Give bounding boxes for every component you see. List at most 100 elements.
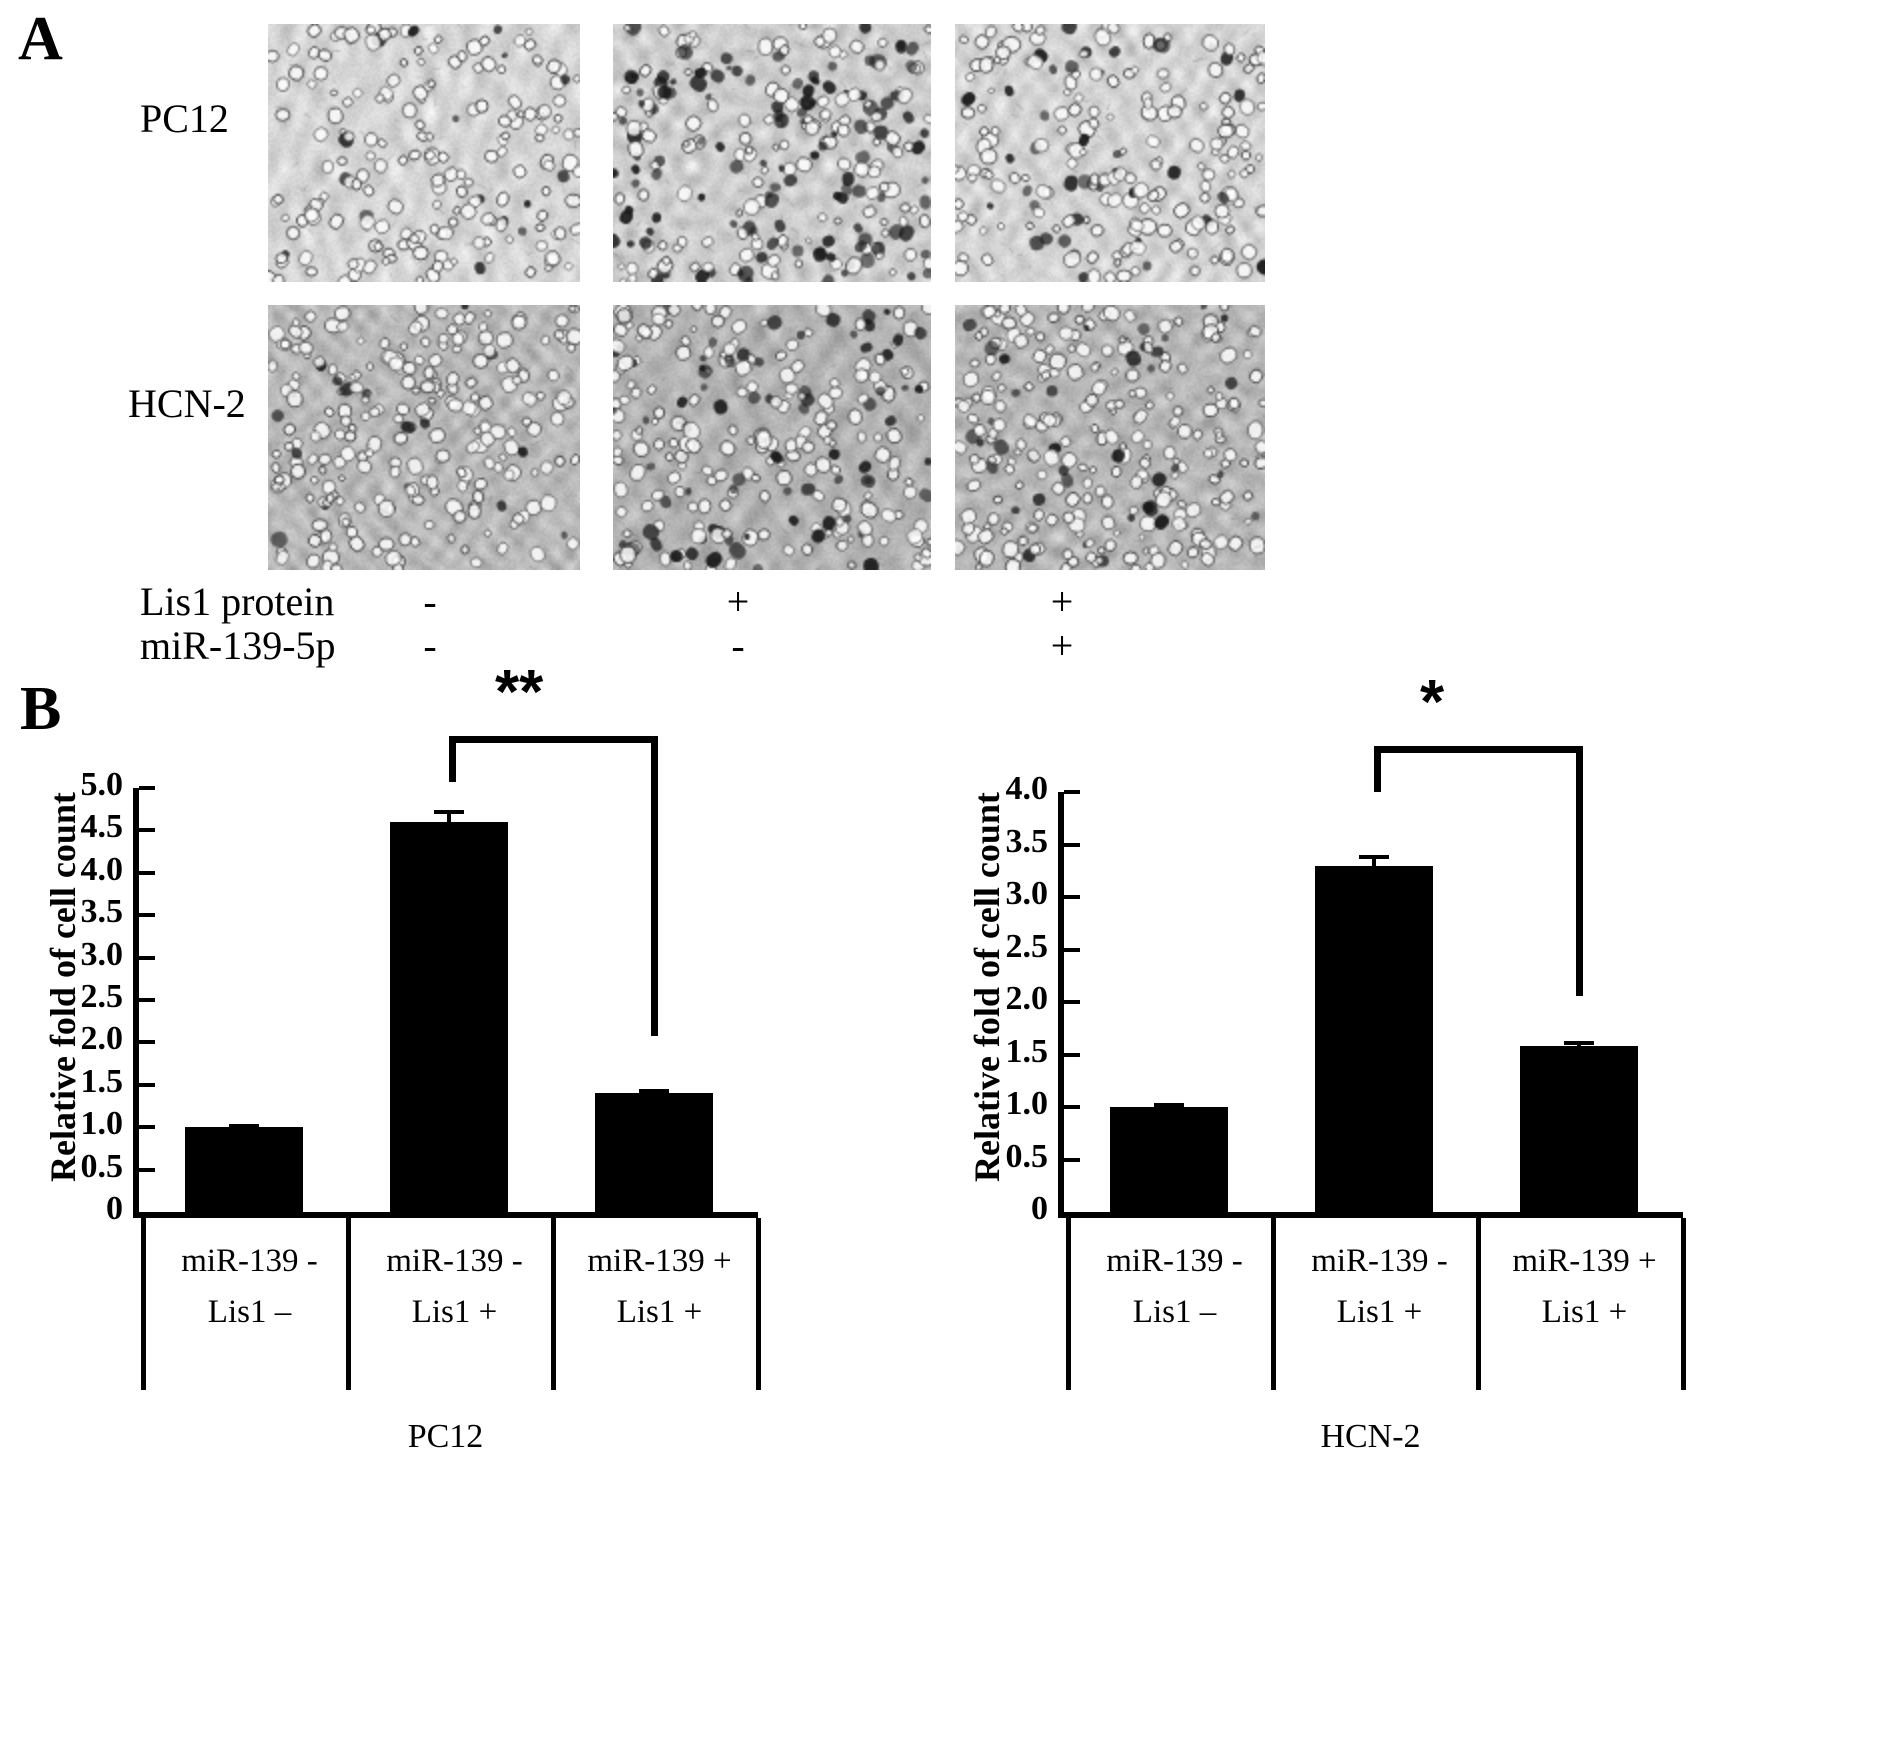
error-cap-2 [1563,1040,1594,1045]
significance-bracket-right [650,736,658,1036]
x-divider-1 [1271,1218,1276,1390]
x-category-1-line-1: Lis1 + [411,1294,498,1331]
y-tick [139,998,155,1002]
x-category-1-line-1: Lis1 + [1336,1294,1423,1331]
y-tick-label: 1.0 [80,1105,124,1143]
y-tick-label: 4.0 [80,850,124,888]
significance-bracket-left [1373,746,1381,792]
x-divider-end [756,1218,761,1390]
micrograph-hcn2-col1 [268,305,580,570]
error-bar-1 [446,810,451,822]
x-category-2-line-1: Lis1 + [1541,1294,1628,1331]
significance-bracket-top [448,736,658,743]
condition-mir139-col1: - [423,623,437,668]
x-category-1: miR-139 - Lis1 + [352,1236,557,1338]
y-tick-label: 2.0 [80,1020,124,1058]
panel-a: A PC12 HCN-2 Lis1 protein - + + miR-139-… [0,0,1890,680]
bar-0 [1109,1107,1228,1212]
y-tick-label: 4.0 [1005,770,1049,807]
bar-1 [1314,865,1433,1212]
x-divider-2 [1476,1218,1481,1390]
x-category-0-line-0: miR-139 - [1106,1243,1243,1279]
x-divider-2 [551,1218,556,1390]
x-axis-caption: HCN-2 [1320,1418,1421,1455]
condition-mir139-col2: - [731,623,745,668]
x-category-2: miR-139 + Lis1 + [557,1236,762,1338]
y-tick [1064,1000,1080,1004]
y-tick-label: 3.0 [80,935,124,973]
significance-bracket-left [448,736,456,782]
x-category-1-line-0: miR-139 - [386,1243,523,1279]
y-tick [139,828,155,833]
micrograph-pc12-col1 [268,24,580,282]
y-tick-label: 2.5 [80,978,124,1015]
y-tick [139,1040,155,1045]
bar-2 [1519,1046,1638,1212]
y-tick [1064,1105,1080,1109]
condition-mir139-col3: + [1050,623,1074,668]
x-axis-caption: PC12 [407,1418,484,1455]
bar-2 [594,1093,713,1212]
y-tick-label: 4.5 [80,808,124,846]
x-category-2-line-1: Lis1 + [616,1294,703,1331]
condition-lis1-col2: + [726,579,750,624]
x-axis-line [1058,1212,1683,1218]
y-tick [139,955,155,960]
condition-label-mir139: miR-139-5p [140,623,336,668]
micrograph-pc12-col2 [613,24,931,282]
y-tick [139,1125,155,1130]
panel-a-letter: A [18,5,63,73]
error-cap-2 [638,1089,669,1094]
y-tick [1064,1157,1080,1162]
x-category-0: miR-139 - Lis1 – [147,1236,352,1338]
x-category-1: miR-139 - Lis1 + [1277,1236,1482,1338]
significance-label: ** [495,658,544,727]
error-cap-0 [228,1123,259,1128]
condition-lis1-col1: - [423,579,437,624]
condition-label-lis1-protein: Lis1 protein [140,579,335,624]
chart-hcn2: Relative fold of cell count 0 0.5 1.0 1.5 2.0… [880,672,1890,1739]
error-bar-1 [1371,855,1376,866]
condition-lis1-col3: + [1050,579,1074,624]
y-tick [1064,947,1080,952]
y-tick-label: 0 [106,1190,123,1227]
y-tick [1064,1052,1080,1057]
y-tick-label: 3.5 [1005,822,1049,860]
x-category-0-line-1: Lis1 – [1132,1294,1217,1331]
x-category-1-line-0: miR-139 - [1311,1243,1448,1279]
micrograph-pc12-col3 [955,24,1265,282]
y-tick-label: 3.0 [1005,875,1049,912]
x-category-2: miR-139 + Lis1 + [1482,1236,1687,1338]
x-divider-0 [141,1218,146,1390]
x-divider-0 [1066,1218,1071,1390]
y-tick-label: 1.0 [1005,1085,1049,1122]
y-tick [139,913,155,918]
x-axis-line [133,1212,758,1218]
y-tick [139,870,155,875]
y-axis-line [133,788,139,1218]
error-cap-0 [1153,1102,1184,1107]
y-tick [139,786,155,790]
y-axis-line [1058,792,1064,1218]
y-tick [139,1082,155,1087]
y-tick-label: 0 [1031,1190,1048,1227]
y-tick-label: 5.0 [80,766,124,803]
panel-b-letter: B [20,675,62,743]
y-tick-label: 1.5 [1005,1032,1049,1070]
micrograph-hcn2-col2 [613,305,931,570]
error-cap-1 [433,810,464,815]
micrograph-hcn2-col3 [955,305,1265,570]
x-category-0: miR-139 - Lis1 – [1072,1236,1277,1338]
bar-0 [184,1127,303,1212]
x-category-0-line-0: miR-139 - [181,1243,318,1279]
y-tick-label: 2.5 [1005,927,1049,965]
y-tick [1064,842,1080,847]
x-category-2-line-0: miR-139 + [587,1243,732,1279]
y-tick [1064,790,1080,794]
significance-bracket-top [1373,746,1583,753]
row-label-pc12: PC12 [140,96,229,141]
y-tick [139,1167,155,1172]
error-cap-1 [1358,855,1389,859]
significance-bracket-right [1575,746,1583,996]
chart-pc12: Relative fold of cell count 0 0.5 1.0 1.5 2.0… [0,662,900,1739]
